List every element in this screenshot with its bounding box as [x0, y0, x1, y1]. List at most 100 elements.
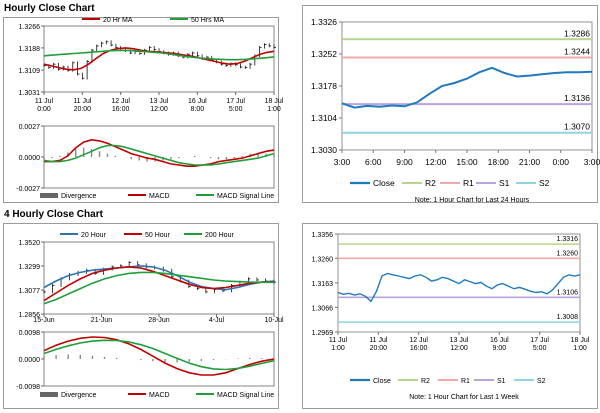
y-tick-label: 1.3104 — [311, 113, 337, 123]
legend-label: MACD — [149, 193, 170, 200]
x-tick-label: 21:00 — [519, 157, 541, 167]
x-tick-label: 28-Jun — [148, 317, 170, 324]
y-tick-label: 1.3520 — [19, 240, 41, 247]
legend-label: S1 — [497, 378, 506, 385]
series-line-macd-signal-line — [43, 144, 275, 166]
level-label-s1: 1.3106 — [557, 289, 579, 296]
series-line-macd-signal-line — [43, 339, 275, 371]
y-tick-label: 1.3178 — [311, 81, 337, 91]
hourly-section-title: Hourly Close Chart — [4, 3, 95, 14]
x-tick-label: 15-Jun — [33, 317, 55, 324]
x-tick-label: 11 Jul — [73, 98, 92, 105]
x-tick-label: 1:00 — [573, 345, 587, 352]
level-label-r1: 1.3244 — [564, 46, 590, 56]
legend-label: S2 — [539, 178, 550, 188]
level-label-r1: 1.3260 — [557, 250, 579, 257]
legend-label: MACD Signal Line — [217, 392, 274, 399]
legend-label: Close — [373, 178, 395, 188]
x-tick-label: 0:00 — [552, 157, 569, 167]
y-tick-label: 1.3188 — [19, 46, 41, 53]
y-tick-label: -0.0027 — [16, 186, 40, 193]
x-tick-label: 9:00 — [396, 157, 413, 167]
series-line-50-hour — [43, 266, 274, 302]
x-tick-label: 12 Jul — [111, 98, 130, 105]
x-tick-label: 21-Jun — [91, 317, 113, 324]
y-tick-label: 1.2856 — [19, 312, 41, 319]
hourly-panel — [3, 17, 279, 203]
legend-label: R1 — [461, 378, 470, 385]
legend-label: MACD Signal Line — [217, 193, 274, 200]
x-tick-label: 17 Jul — [530, 337, 549, 344]
x-tick-label: 11 Jul — [329, 337, 348, 344]
legend-label: Divergence — [61, 392, 97, 399]
plot-area — [341, 21, 593, 151]
x-tick-label: 16:00 — [410, 345, 428, 352]
x-tick-label: 10-Jul — [264, 317, 284, 324]
legend-swatch-divergence — [40, 193, 58, 198]
x-tick-label: 13 Jul — [450, 337, 469, 344]
x-tick-label: 6:00 — [365, 157, 382, 167]
level-label-r2: 1.3316 — [557, 236, 579, 243]
x-tick-label: 18:00 — [488, 157, 510, 167]
x-tick-label: 0:00 — [37, 106, 51, 113]
legend-label: 20 Hour — [81, 232, 107, 239]
series-line-20-hour — [43, 265, 275, 291]
x-tick-label: 17 Jul — [226, 98, 245, 105]
legend-label: 50 Hour — [145, 232, 171, 239]
level-label-s2: 1.3070 — [564, 122, 590, 132]
legend-label: 50 Hrs MA — [191, 17, 224, 24]
x-tick-label: 5:00 — [533, 345, 547, 352]
x-tick-label: 12 Jul — [409, 337, 428, 344]
x-tick-label: 16 Jul — [188, 98, 207, 105]
y-tick-label: 0.0098 — [19, 330, 41, 337]
y-tick-label: 1.3163 — [312, 281, 334, 288]
x-tick-label: 1:00 — [267, 106, 281, 113]
y-tick-label: 1.3030 — [311, 145, 337, 155]
y-tick-label: 0.0027 — [19, 124, 41, 131]
y-tick-label: 1.3356 — [312, 232, 334, 239]
legend-label: 200 Hour — [205, 232, 234, 239]
x-tick-label: 13 Jul — [150, 98, 169, 105]
x-tick-label: 9:00 — [493, 345, 507, 352]
x-tick-label: 11 Jul — [369, 337, 388, 344]
divergence-bars — [43, 354, 275, 363]
y-tick-label: -0.0098 — [16, 384, 40, 391]
x-tick-label: 12:00 — [450, 345, 468, 352]
x-tick-label: 20:00 — [74, 106, 92, 113]
legend-label: 20 Hr MA — [103, 17, 133, 24]
plot-area — [43, 241, 275, 315]
legend-label: S1 — [499, 178, 510, 188]
series-line-macd — [44, 138, 275, 167]
x-tick-label: 1:00 — [331, 345, 345, 352]
y-tick-label: 1.3077 — [19, 288, 41, 295]
legend-label: R2 — [421, 378, 430, 385]
x-tick-label: 16:00 — [112, 106, 130, 113]
y-tick-label: 1.3299 — [19, 264, 41, 271]
y-tick-label: 1.3260 — [312, 256, 334, 263]
y-tick-label: 1.3031 — [19, 90, 41, 97]
legend-label: S2 — [537, 378, 546, 385]
series-line-close — [341, 66, 593, 109]
x-tick-label: 5:00 — [229, 106, 243, 113]
series-line-200-hour — [43, 271, 274, 305]
x-tick-label: 11 Jul — [35, 98, 54, 105]
x-tick-label: 20:00 — [370, 345, 388, 352]
y-tick-label: 1.3326 — [311, 17, 337, 27]
level-label-s1: 1.3136 — [564, 93, 590, 103]
level-label-r2: 1.3286 — [564, 28, 590, 38]
four-hourly-section-title: 4 Hourly Close Chart — [4, 209, 103, 220]
x-tick-label: 18 Jul — [265, 98, 284, 105]
x-tick-label: 18 Jul — [571, 337, 590, 344]
legend-label: Divergence — [61, 193, 97, 200]
chart-note: Note: 1 Hour Chart for Last 1 Week — [409, 394, 519, 401]
x-tick-label: 4-Jul — [209, 317, 225, 324]
y-tick-label: 1.3066 — [312, 305, 334, 312]
x-tick-label: 3:00 — [334, 157, 351, 167]
divergence-bars — [43, 147, 275, 162]
x-tick-label: 12:00 — [150, 106, 168, 113]
level-label-s2: 1.3008 — [557, 314, 579, 321]
x-tick-label: 8:00 — [191, 106, 205, 113]
y-tick-label: 1.3252 — [311, 49, 337, 59]
y-tick-label: 1.3266 — [19, 24, 41, 31]
